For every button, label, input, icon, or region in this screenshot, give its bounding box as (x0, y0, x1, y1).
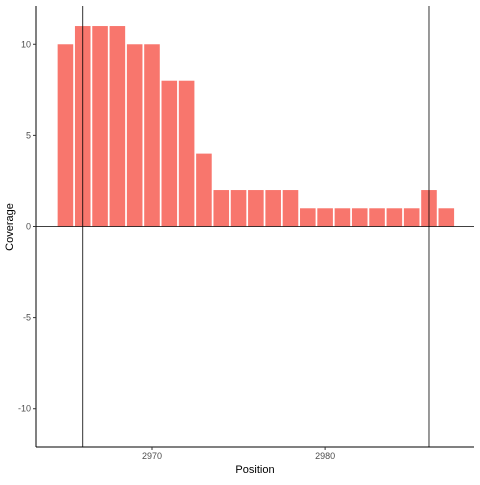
bar (386, 208, 403, 227)
bar (92, 26, 108, 227)
x-tick-label: 2980 (315, 451, 335, 461)
reference-lines-layer (36, 6, 474, 447)
y-tick-label: 10 (21, 39, 31, 49)
bar (282, 190, 299, 227)
bar (230, 190, 247, 227)
x-axis-title: Position (235, 464, 274, 476)
axis-layer: -10 -5 0 5 10 2970 2980 (18, 6, 474, 461)
bars-layer (57, 26, 455, 227)
bar (300, 208, 316, 227)
bar (438, 208, 455, 227)
bar (178, 80, 195, 227)
bar (161, 80, 178, 227)
y-axis-title: Coverage (4, 203, 16, 251)
bar (144, 44, 160, 227)
y-tick-label: 0 (26, 222, 31, 232)
bar (213, 190, 230, 227)
bar (57, 44, 74, 227)
bar (317, 208, 333, 227)
bar (403, 208, 420, 227)
bar (196, 153, 212, 227)
bar (248, 190, 264, 227)
bar (109, 26, 126, 227)
y-tick-label: -5 (23, 313, 31, 323)
x-tick-label: 2970 (142, 451, 162, 461)
y-tick-label: 5 (26, 130, 31, 140)
y-tick-label: -10 (18, 404, 31, 414)
bar (126, 44, 143, 227)
bar (369, 208, 385, 227)
bar (265, 190, 281, 227)
bar (351, 208, 368, 227)
bar (334, 208, 351, 227)
